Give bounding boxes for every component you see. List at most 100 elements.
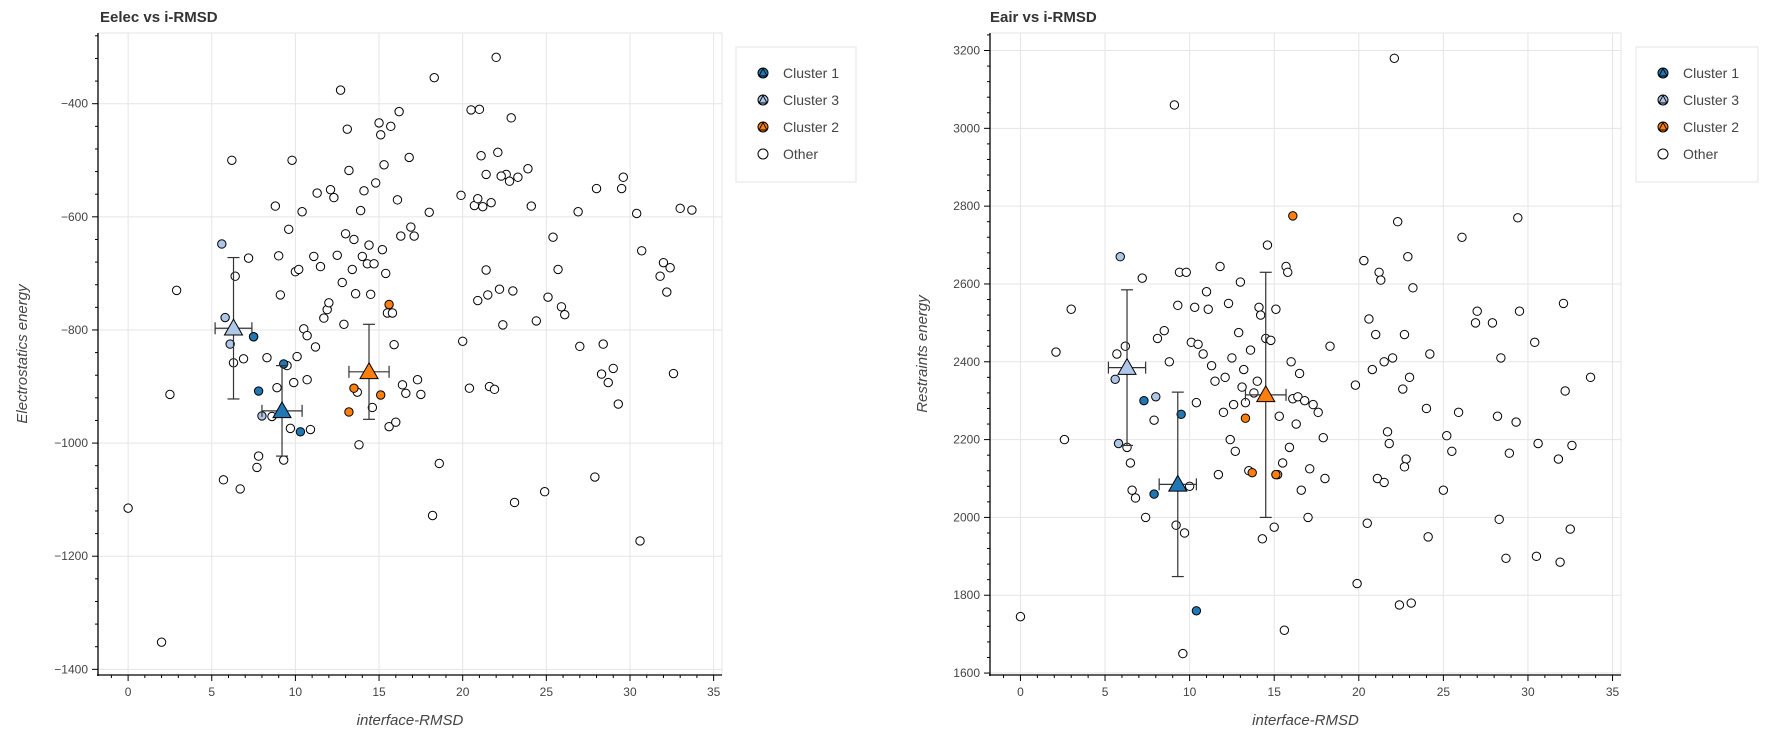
data-point: [1406, 598, 1416, 608]
data-point: [1504, 448, 1515, 458]
data-point: [658, 257, 669, 268]
legend-label[interactable]: Other: [783, 146, 818, 162]
data-point: [416, 389, 426, 400]
data-point: [1277, 458, 1288, 468]
data-point: [1179, 528, 1190, 538]
chart-title: Eair vs i-RMSD: [990, 9, 1097, 26]
data-point: [1206, 360, 1217, 371]
data-point: [389, 339, 399, 350]
data-point: [548, 232, 558, 242]
data-point: [1438, 485, 1449, 495]
data-point: [1472, 306, 1482, 316]
data-point: [1115, 252, 1125, 262]
data-point: [1303, 512, 1313, 523]
data-point: [1389, 53, 1400, 63]
data-point: [504, 176, 515, 186]
data-point: [1279, 625, 1290, 635]
data-point: [1178, 648, 1188, 659]
data-point: [339, 319, 349, 330]
data-point: [473, 295, 483, 306]
data-point: [575, 341, 585, 352]
legend-marker-triangle: [1658, 67, 1668, 77]
data-point: [1266, 335, 1276, 346]
data-point: [312, 188, 322, 198]
data-point: [553, 264, 563, 275]
x-tick-label: 35: [1606, 685, 1620, 699]
data-point: [1152, 333, 1163, 344]
data-point: [332, 250, 342, 260]
data-point: [1191, 606, 1202, 616]
data-point: [1262, 240, 1273, 250]
data-point: [1492, 411, 1503, 421]
data-point: [1247, 467, 1257, 478]
data-point: [325, 184, 336, 195]
data-point: [262, 352, 272, 363]
legend-label[interactable]: Cluster 3: [1683, 92, 1739, 108]
data-point: [1387, 353, 1398, 363]
data-point: [1560, 386, 1570, 396]
data-point: [1210, 376, 1220, 386]
data-point: [1399, 462, 1410, 472]
data-point: [560, 309, 570, 320]
data-point: [1237, 382, 1247, 392]
y-tick-label: 3200: [953, 44, 980, 58]
legend-label[interactable]: Cluster 2: [783, 119, 839, 135]
data-point: [478, 201, 488, 212]
data-point: [1139, 395, 1149, 406]
data-point: [489, 384, 500, 395]
y-tick-label: 2800: [953, 199, 980, 213]
data-point: [1533, 438, 1543, 449]
data-point: [1585, 372, 1596, 383]
y-tick-label: 1800: [953, 588, 980, 602]
cluster-mean-cluster-3: [1107, 289, 1147, 447]
legend-label[interactable]: Cluster 1: [1683, 65, 1739, 81]
data-point: [513, 172, 523, 182]
x-tick-label: 30: [1521, 685, 1535, 699]
data-point: [1223, 298, 1234, 309]
x-tick-label: 5: [1102, 685, 1109, 699]
data-point: [220, 312, 230, 323]
data-point: [1496, 353, 1506, 363]
data-point: [342, 124, 352, 134]
data-point: [1530, 337, 1540, 348]
data-point: [1379, 477, 1389, 488]
data-point: [1296, 485, 1306, 495]
data-point: [1164, 357, 1175, 367]
data-point: [1235, 277, 1246, 287]
data-point: [367, 402, 378, 413]
legend-label[interactable]: Other: [1683, 146, 1718, 162]
data-point: [1066, 304, 1076, 314]
data-point: [1286, 357, 1296, 367]
data-point: [608, 363, 618, 374]
series-cluster-2: [344, 299, 394, 417]
data-point: [349, 383, 359, 393]
legend-label[interactable]: Cluster 3: [783, 92, 839, 108]
y-tick-label: 2400: [953, 355, 980, 369]
data-point: [491, 52, 501, 63]
data-point: [404, 152, 414, 163]
data-point: [1284, 442, 1295, 453]
cluster-mean-marker: [272, 400, 292, 419]
data-point: [1379, 357, 1389, 367]
data-point: [1487, 318, 1498, 328]
cluster-mean-cluster-2: [1244, 271, 1287, 519]
data-point: [248, 332, 259, 342]
data-point: [531, 316, 542, 326]
data-point: [337, 277, 347, 288]
data-point: [309, 251, 319, 262]
data-point: [350, 289, 361, 299]
data-point: [494, 284, 505, 294]
legend-label[interactable]: Cluster 1: [783, 65, 839, 81]
data-point: [1239, 364, 1249, 375]
data-point: [1274, 411, 1284, 421]
y-axis-label: Electrostatics energy: [14, 283, 31, 424]
data-point: [1313, 407, 1323, 418]
data-point: [1149, 489, 1159, 499]
legend-label[interactable]: Cluster 2: [1683, 119, 1739, 135]
data-point: [464, 383, 475, 393]
data-point: [1320, 473, 1330, 484]
data-point: [1553, 454, 1564, 464]
series-other: [1015, 53, 1596, 659]
